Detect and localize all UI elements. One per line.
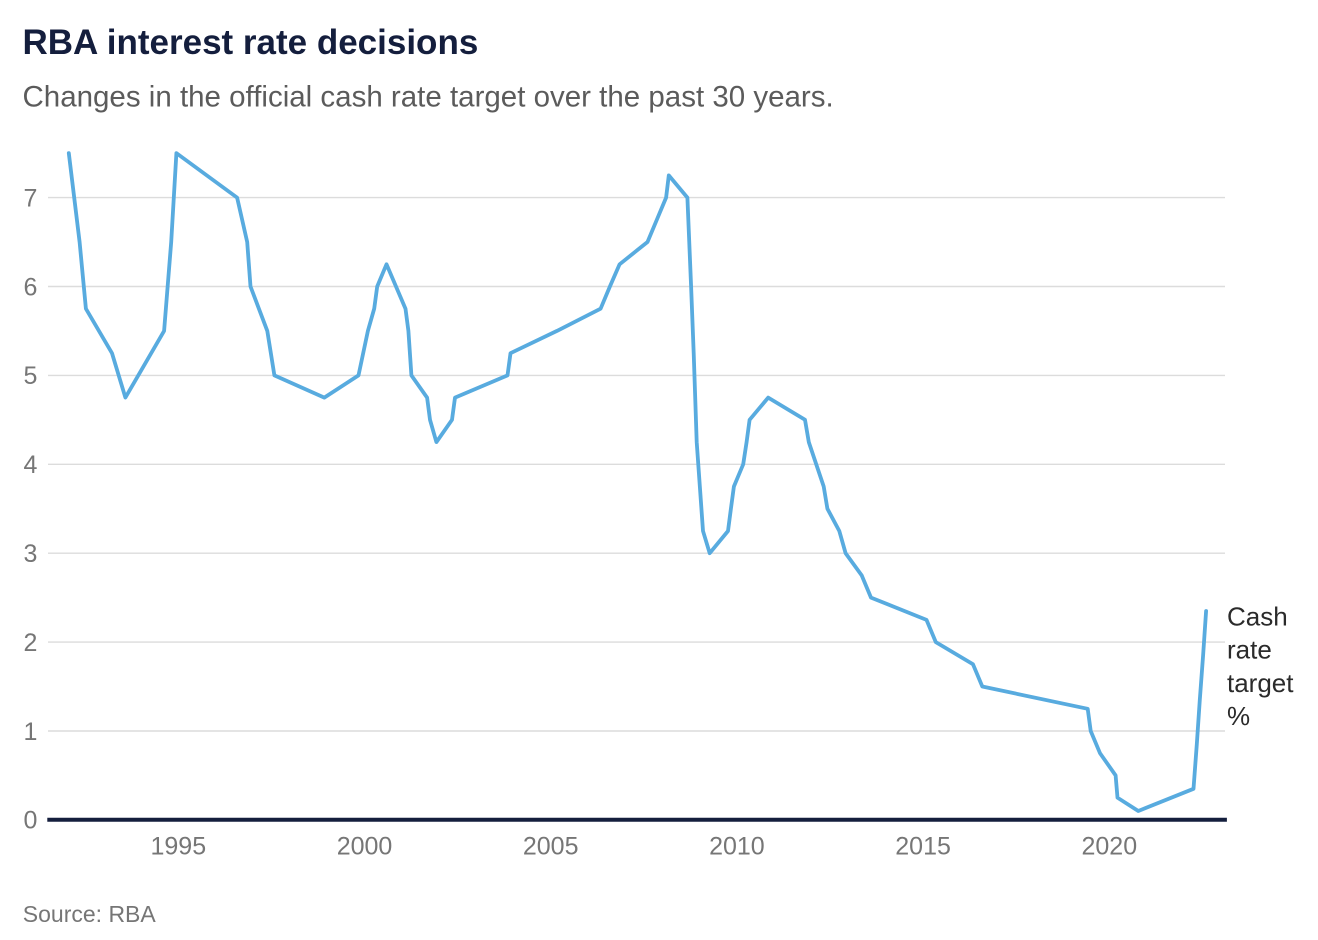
svg-text:2010: 2010 — [709, 833, 765, 861]
svg-text:6: 6 — [24, 273, 38, 301]
svg-text:%: % — [1227, 701, 1250, 731]
svg-text:2005: 2005 — [523, 833, 579, 861]
svg-text:2: 2 — [24, 629, 38, 657]
svg-text:2020: 2020 — [1081, 833, 1137, 861]
svg-text:7: 7 — [24, 184, 38, 212]
svg-text:0: 0 — [24, 807, 38, 835]
svg-text:2015: 2015 — [895, 833, 951, 861]
svg-text:Cash: Cash — [1227, 601, 1288, 631]
svg-text:1995: 1995 — [150, 833, 206, 861]
svg-text:RBA interest rate decisions: RBA interest rate decisions — [23, 23, 479, 62]
svg-text:Source: RBA: Source: RBA — [23, 901, 157, 927]
svg-text:2000: 2000 — [337, 833, 393, 861]
svg-text:1: 1 — [24, 718, 38, 746]
svg-text:Changes in the official cash r: Changes in the official cash rate target… — [23, 80, 834, 113]
svg-text:target: target — [1227, 668, 1294, 698]
svg-text:5: 5 — [24, 362, 38, 390]
svg-text:rate: rate — [1227, 635, 1272, 665]
svg-text:3: 3 — [24, 540, 38, 568]
svg-text:4: 4 — [24, 451, 38, 479]
